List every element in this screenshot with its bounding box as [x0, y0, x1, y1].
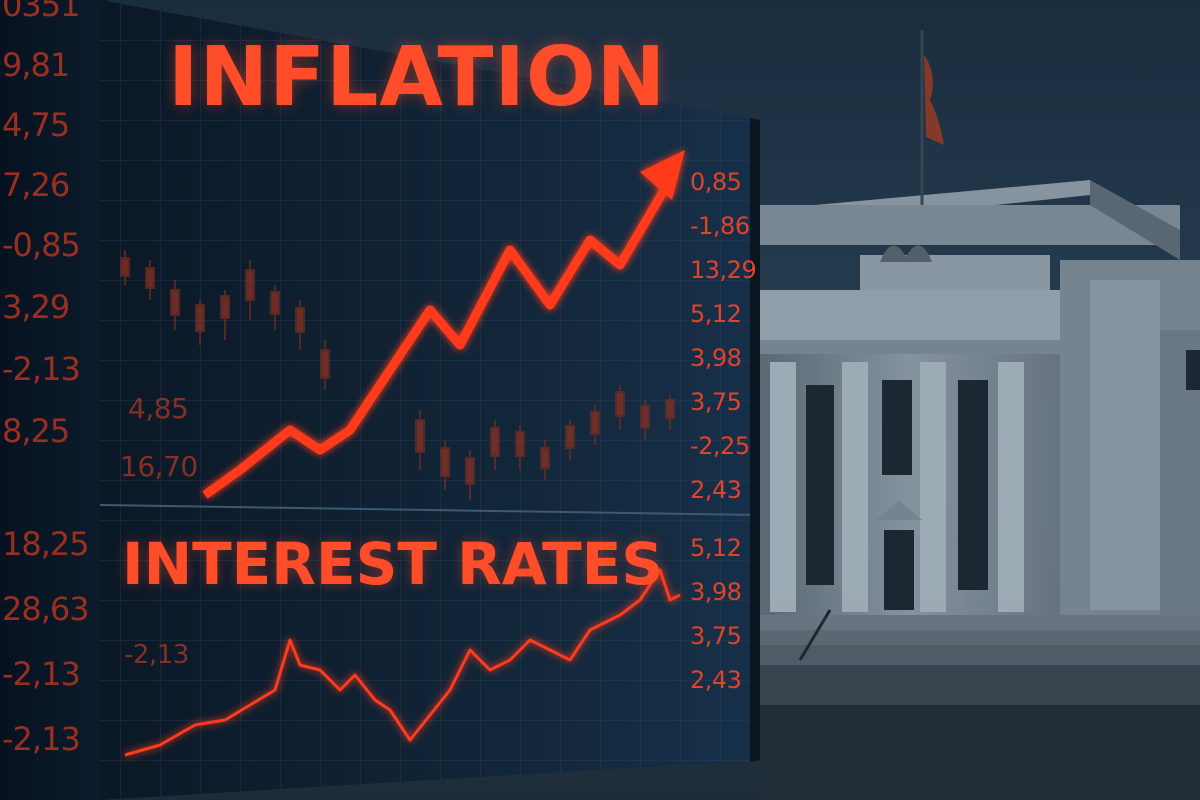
axis-tick: 5,12	[690, 534, 742, 562]
axis-tick: -2,25	[690, 432, 750, 460]
ticker-value: 0351	[2, 0, 80, 24]
ticker-value: -2,13	[2, 350, 81, 388]
axis-tick: 2,43	[690, 666, 742, 694]
axis-tick: 0,85	[690, 168, 742, 196]
axis-tick: 3,98	[690, 578, 742, 606]
ticker-value: 9,81	[2, 46, 70, 84]
ticker-value: 7,26	[2, 166, 70, 204]
interest-rates-headline: INTEREST RATES	[122, 530, 664, 598]
ticker-value: -2,13	[2, 720, 81, 758]
board-value: 4,85	[128, 392, 189, 425]
axis-tick: 5,12	[690, 300, 742, 328]
ticker-value: 8,25	[2, 412, 70, 450]
board-value: 16,70	[120, 450, 198, 483]
ticker-value: 18,25	[2, 525, 90, 563]
axis-tick: 3,75	[690, 622, 742, 650]
ticker-value: 4,75	[2, 106, 70, 144]
left-ticker-column: 0351 9,81 4,75 7,26 -0,85 3,29 -2,13 8,2…	[0, 0, 110, 800]
axis-tick: 13,29	[690, 256, 757, 284]
axis-tick: 3,75	[690, 388, 742, 416]
ticker-value: 3,29	[2, 288, 70, 326]
ticker-value: 28,63	[2, 590, 90, 628]
inflation-headline: INFLATION	[168, 30, 667, 125]
ticker-value: -2,13	[2, 655, 81, 693]
axis-tick: 3,98	[690, 344, 742, 372]
building	[760, 30, 1200, 800]
flag-icon	[924, 55, 944, 145]
board-value: -2,13	[124, 640, 189, 670]
upward-trend-arrow-icon	[202, 177, 674, 499]
ticker-value: -0,85	[2, 226, 81, 264]
eagle-statue-icon	[880, 245, 932, 262]
axis-tick: 2,43	[690, 476, 742, 504]
axis-tick: -1,86	[690, 212, 750, 240]
